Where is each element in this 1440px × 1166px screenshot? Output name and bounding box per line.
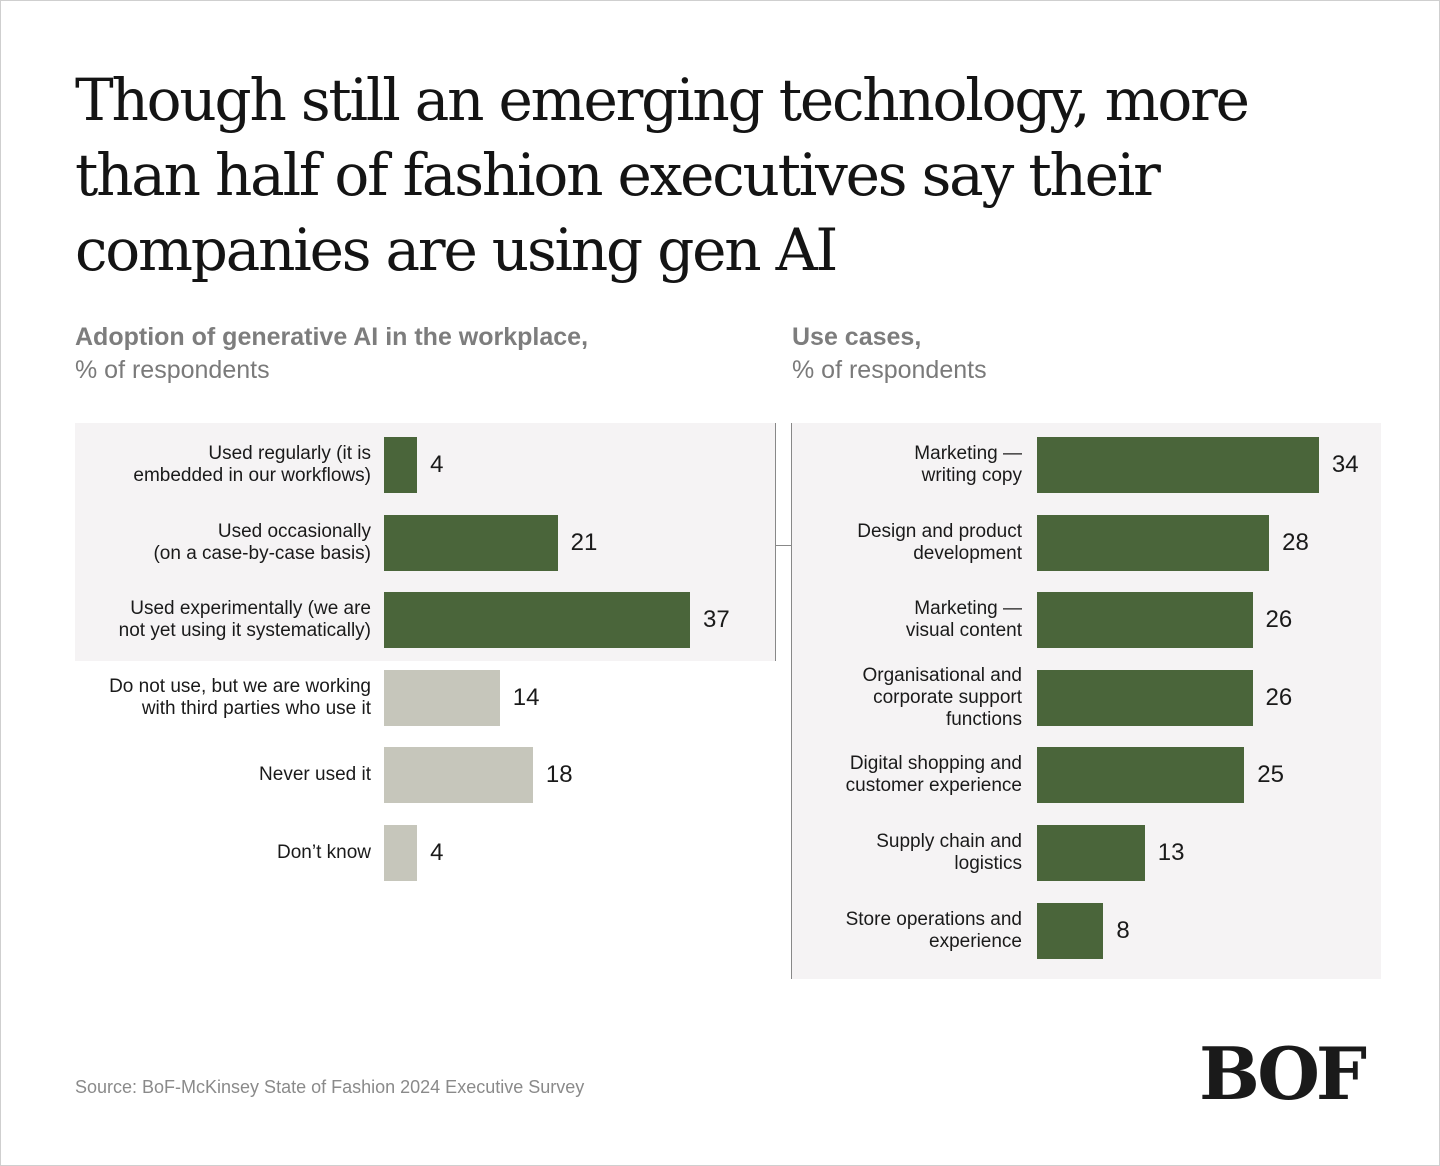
page-title: Though still an emerging technology, mor… [75, 66, 1250, 284]
category-label-text: Organisational and corporate support funct… [862, 664, 1023, 730]
category-label: Used occasionally (on a case-by-case basi… [71, 515, 371, 571]
category-label: Organisational and corporate support funct… [802, 665, 1023, 730]
category-label-text: Never used it [259, 764, 371, 786]
category-label: Marketing — writing copy [802, 437, 1022, 493]
category-label: Do not use, but we are working with third… [71, 670, 371, 726]
data-label: 34 [1331, 451, 1359, 478]
bar [1037, 514, 1270, 571]
left-chart-title: Adoption of generative AI in the workpla… [75, 323, 589, 351]
bof-logo: BOF [1199, 1031, 1367, 1116]
bracket-left-line [775, 423, 776, 661]
category-label-text: Supply chain and logistics [876, 831, 1022, 874]
right-chart-title: Use cases, [792, 323, 922, 351]
bar [384, 669, 500, 726]
data-label: 18 [545, 761, 573, 789]
data-label: 25 [1257, 761, 1284, 789]
category-label-text: Don’t know [277, 842, 371, 863]
bar [384, 514, 558, 571]
category-label-text: Marketing — visual content [905, 598, 1022, 642]
left-chart-subtitle: Adoption of generative AI in the workpla… [75, 321, 588, 387]
bar [1037, 669, 1253, 726]
data-label: 26 [1265, 683, 1293, 711]
bar [1037, 747, 1245, 804]
source-note: Source: BoF-McKinsey State of Fashion 20… [75, 1077, 585, 1097]
bracket-connector [775, 545, 791, 546]
data-label: 21 [570, 528, 598, 556]
category-label-text: Store operations and experience [845, 908, 1022, 952]
category-label: Used experimentally (we are not yet using… [71, 592, 371, 648]
data-label: 26 [1265, 606, 1293, 634]
category-label: Design and product development [802, 515, 1022, 571]
bar [384, 592, 690, 649]
left-chart-unit: % of respondents [75, 356, 270, 384]
data-label: 4 [430, 451, 444, 478]
bar [1037, 437, 1319, 493]
category-label-text: Do not use, but we are working with third… [109, 675, 371, 719]
bar [1037, 902, 1104, 959]
right-chart-subtitle: Use cases, % of respondents [792, 321, 987, 387]
category-label-text: Used regularly (it is embedded in our wor… [133, 443, 371, 486]
category-label-text: Digital shopping and customer experience [845, 753, 1022, 797]
data-label: 8 [1116, 916, 1130, 944]
category-label: Marketing — visual content [802, 592, 1022, 648]
category-label-text: Used occasionally (on a case-by-case basi… [153, 520, 371, 564]
data-label: 4 [430, 839, 444, 866]
bar [384, 825, 418, 881]
category-label: Never used it [71, 747, 371, 803]
category-label: Supply chain and logistics [802, 825, 1022, 881]
category-label: Used regularly (it is embedded in our wor… [71, 437, 371, 493]
bar [1037, 592, 1253, 649]
data-label: 28 [1282, 528, 1309, 556]
bar [1037, 825, 1145, 881]
right-chart-unit: % of respondents [792, 356, 987, 384]
category-label: Store operations and experience [802, 903, 1022, 959]
data-label: 37 [702, 606, 730, 634]
category-label-text: Marketing — writing copy [914, 443, 1022, 486]
category-label: Don’t know [71, 825, 371, 881]
category-label: Digital shopping and customer experience [802, 747, 1022, 803]
data-label: 13 [1157, 839, 1185, 866]
bar [384, 747, 533, 804]
bracket-right-line [791, 423, 792, 979]
data-label: 14 [512, 683, 540, 711]
category-label-text: Design and product development [857, 520, 1022, 564]
bar [384, 437, 418, 493]
category-label-text: Used experimentally (we are not yet using… [118, 598, 371, 642]
